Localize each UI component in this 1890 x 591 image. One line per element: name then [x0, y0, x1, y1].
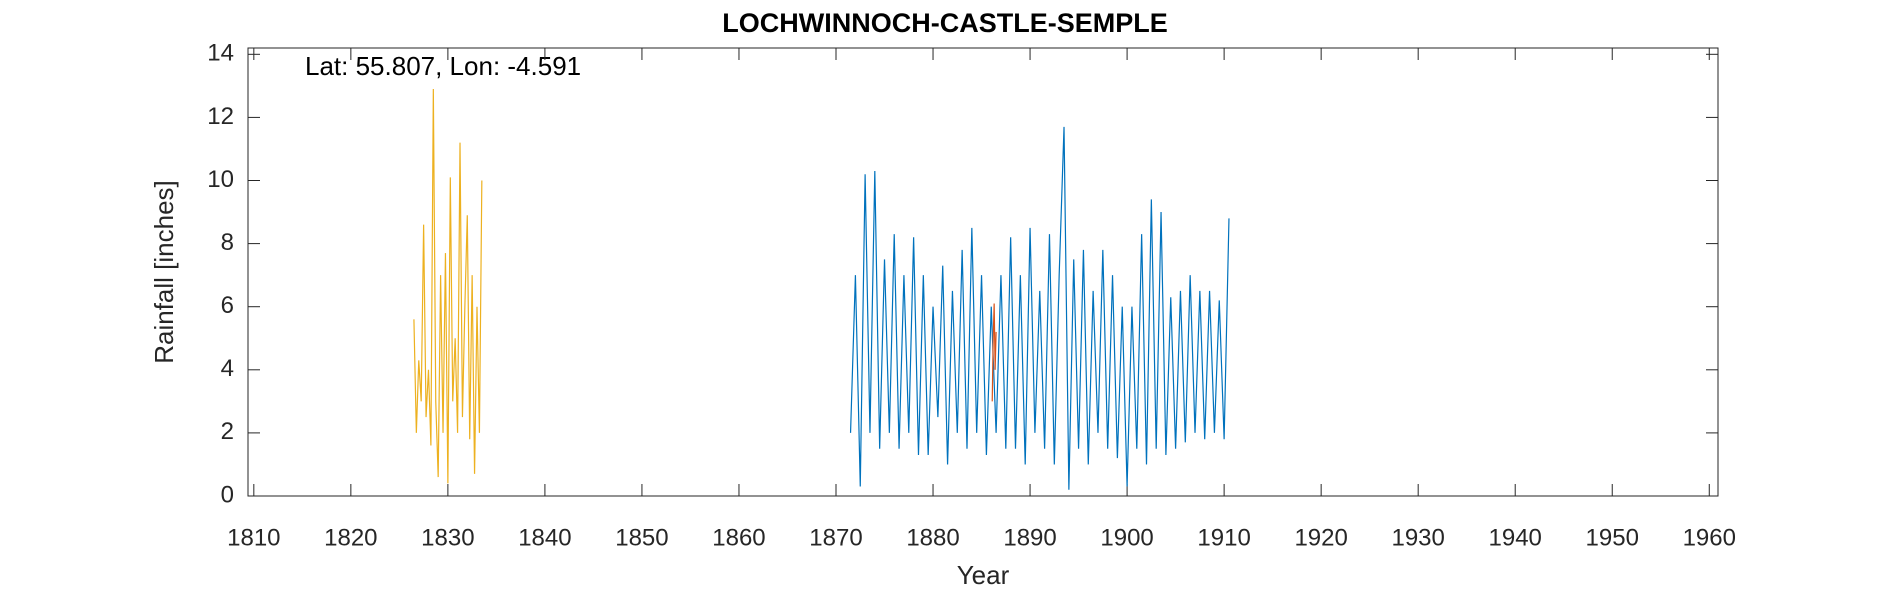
x-axis-label: Year [957, 560, 1010, 590]
x-tick-label: 1940 [1489, 524, 1542, 551]
x-tick-label: 1820 [324, 524, 377, 551]
x-tick-label: 1960 [1683, 524, 1736, 551]
x-tick-label: 1880 [906, 524, 959, 551]
plot-frame [247, 47, 1719, 497]
x-tick-label: 1910 [1197, 524, 1250, 551]
y-tick-label: 2 [221, 418, 234, 445]
x-tick-label: 1850 [615, 524, 668, 551]
y-tick-label: 14 [207, 40, 234, 67]
y-tick-label: 8 [221, 229, 234, 256]
x-tick-label: 1890 [1003, 524, 1056, 551]
x-tick-label: 1830 [421, 524, 474, 551]
x-tick-label: 1950 [1586, 524, 1639, 551]
y-axis-label: Rainfall [inches] [149, 180, 179, 364]
x-tick-label: 1810 [227, 524, 280, 551]
x-tick-label: 1920 [1294, 524, 1347, 551]
x-tick-label: 1900 [1100, 524, 1153, 551]
annotation: Lat: 55.807, Lon: -4.591 [305, 51, 581, 81]
y-tick-label: 4 [221, 355, 234, 382]
x-tick-label: 1840 [518, 524, 571, 551]
x-tick-label: 1860 [712, 524, 765, 551]
y-tick-label: 6 [221, 292, 234, 319]
y-tick-label: 0 [221, 481, 234, 508]
x-tick-label: 1930 [1391, 524, 1444, 551]
y-tick-label: 10 [207, 166, 234, 193]
y-tick-label: 12 [207, 103, 234, 130]
chart-title: LOCHWINNOCH-CASTLE-SEMPLE [722, 8, 1167, 38]
data-line [991, 303, 997, 402]
data-line [413, 89, 483, 484]
x-tick-label: 1870 [809, 524, 862, 551]
data-line [849, 126, 1230, 490]
